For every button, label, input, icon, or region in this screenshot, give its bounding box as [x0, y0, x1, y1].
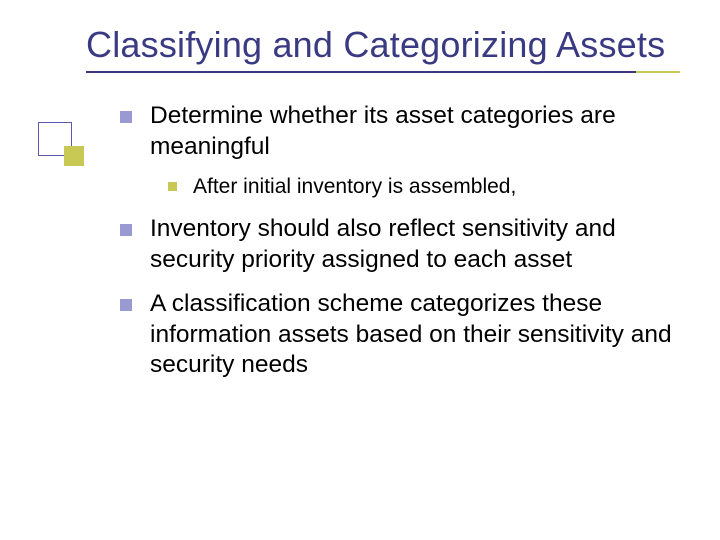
list-item: Determine whether its asset categories a… — [120, 101, 680, 200]
slide-body: Determine whether its asset categories a… — [120, 101, 680, 381]
bullet-list: Determine whether its asset categories a… — [120, 101, 680, 381]
square-bullet-icon — [120, 111, 132, 123]
slide: Classifying and Categorizing Assets Dete… — [0, 0, 720, 540]
list-item-text: A classification scheme categorizes thes… — [150, 289, 680, 381]
list-subitem: After initial inventory is assembled, — [168, 173, 680, 200]
underline-short — [636, 71, 680, 73]
list-item-text: Inventory should also reflect sensitivit… — [150, 214, 680, 275]
square-bullet-icon — [120, 224, 132, 236]
square-bullet-icon — [168, 182, 177, 191]
square-bullet-icon — [120, 299, 132, 311]
title-block: Classifying and Categorizing Assets — [86, 24, 680, 73]
list-item-text: Determine whether its asset categories a… — [150, 101, 680, 162]
underline-long — [86, 71, 636, 73]
list-item: Inventory should also reflect sensitivit… — [120, 214, 680, 275]
slide-title: Classifying and Categorizing Assets — [86, 24, 680, 65]
list-subitem-text: After initial inventory is assembled, — [193, 173, 516, 200]
title-underline — [86, 71, 680, 73]
list-item: A classification scheme categorizes thes… — [120, 289, 680, 381]
title-accent-square-fill — [64, 146, 84, 166]
